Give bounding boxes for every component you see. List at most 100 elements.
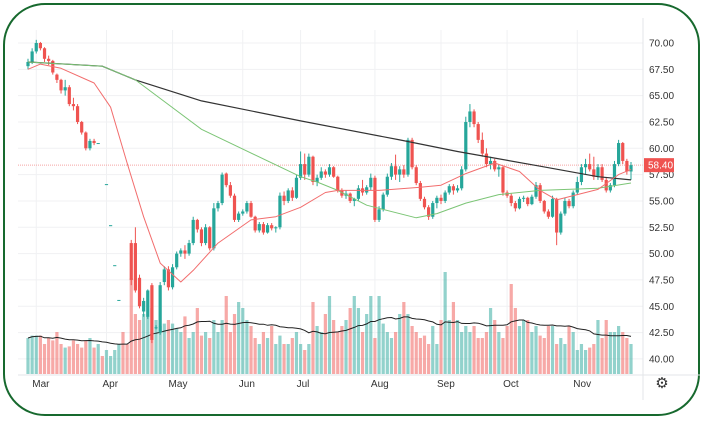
candle-up	[26, 61, 30, 67]
volume-bar	[183, 316, 187, 374]
volume-bar	[534, 326, 538, 374]
candle-up	[571, 192, 575, 207]
candle-up	[298, 164, 303, 178]
volume-bar	[67, 346, 71, 374]
candle-down	[427, 207, 431, 217]
volume-bar	[332, 320, 336, 374]
candle-up	[431, 203, 435, 217]
candle-down	[621, 143, 625, 161]
candle-up	[245, 203, 249, 212]
volume-bar	[26, 338, 30, 374]
volume-bar	[245, 320, 249, 374]
volume-bar	[604, 320, 608, 374]
candle-up	[88, 140, 92, 149]
settings-gear-icon[interactable]: ⚙	[655, 375, 669, 392]
volume-bar	[431, 326, 435, 374]
volume-bar	[373, 338, 377, 374]
volume-bar	[282, 344, 286, 374]
volume-bar	[501, 338, 505, 374]
candle-up	[315, 177, 319, 182]
candle-down	[373, 177, 377, 220]
y-tick-label: 67.50	[649, 65, 674, 76]
volume-bar	[505, 326, 509, 374]
volume-bar	[75, 344, 80, 374]
axes: 70.00 67.50 65.00 62.50 60.00 57.50 55.00 52.50…	[18, 18, 700, 400]
volume-bar	[389, 338, 394, 374]
volume-bar	[497, 332, 501, 374]
volume-bar	[608, 332, 612, 374]
volume-bar	[137, 320, 142, 374]
candle-up	[307, 156, 311, 175]
volume-bar	[365, 314, 369, 374]
volume-bar	[340, 326, 344, 374]
candle-down	[513, 203, 517, 209]
candle-up	[617, 143, 621, 165]
candle-up	[257, 224, 261, 231]
candle-down	[270, 225, 274, 229]
candle-up	[327, 167, 332, 175]
candle-up	[435, 197, 439, 204]
volume-bar	[199, 335, 204, 374]
volume-bar	[208, 338, 212, 374]
volume-bar	[455, 320, 460, 374]
volume-bar	[402, 302, 406, 374]
ma-short-line	[27, 63, 632, 283]
candle-up	[216, 203, 220, 209]
volume-bar	[290, 338, 294, 374]
volume-bar	[187, 338, 191, 374]
candle-up	[377, 209, 381, 220]
candle-down	[476, 124, 480, 140]
candle-up	[356, 188, 361, 199]
volume-bar	[460, 332, 464, 374]
volume-bar	[625, 338, 629, 374]
volume-bar	[464, 326, 468, 374]
volume-bar	[509, 284, 513, 374]
volume-bar	[472, 326, 476, 374]
candle-up	[497, 167, 501, 170]
volume-bar	[319, 332, 323, 374]
volume-bar	[220, 320, 224, 374]
volume-bar	[203, 332, 208, 374]
y-tick-label: 42.50	[649, 328, 674, 339]
volume-bar	[100, 356, 104, 374]
y-tick-label: 47.50	[649, 275, 674, 286]
volume-bar	[104, 350, 109, 374]
candle-down	[249, 203, 253, 217]
volume-bar	[571, 332, 575, 374]
volume-bar	[175, 328, 179, 374]
candle-up	[443, 192, 447, 201]
candle-down	[604, 179, 608, 191]
candle-up	[191, 219, 195, 244]
volume-bar	[237, 302, 241, 374]
candle-up	[517, 198, 522, 209]
volume-bar	[513, 308, 517, 374]
volume-bar	[257, 344, 261, 374]
volume-bar	[629, 344, 633, 374]
candle-up	[563, 200, 567, 214]
volume-bar	[303, 350, 307, 374]
candle-down	[336, 176, 340, 191]
candle-down	[484, 153, 489, 165]
volume-bar	[522, 320, 526, 374]
candle-down	[55, 74, 59, 80]
volume-bar	[621, 332, 625, 374]
candle-down	[538, 185, 542, 201]
volume-bar	[307, 344, 311, 374]
candle-up	[286, 190, 290, 201]
y-tick-label: 60.00	[649, 144, 674, 155]
candle-down	[439, 197, 443, 201]
volume-bar	[261, 332, 266, 374]
candle-up	[550, 198, 555, 217]
volume-bar	[323, 314, 327, 374]
volume-bar	[241, 308, 245, 374]
candle-down	[228, 185, 232, 196]
candle-up	[241, 211, 245, 214]
volume-bar	[360, 332, 365, 374]
volume-bar	[493, 320, 497, 374]
volume-bar	[344, 320, 348, 374]
last-price-badge	[644, 158, 674, 173]
volume-bar	[278, 335, 282, 374]
volume-bar	[191, 332, 195, 374]
candle-down	[199, 229, 204, 244]
